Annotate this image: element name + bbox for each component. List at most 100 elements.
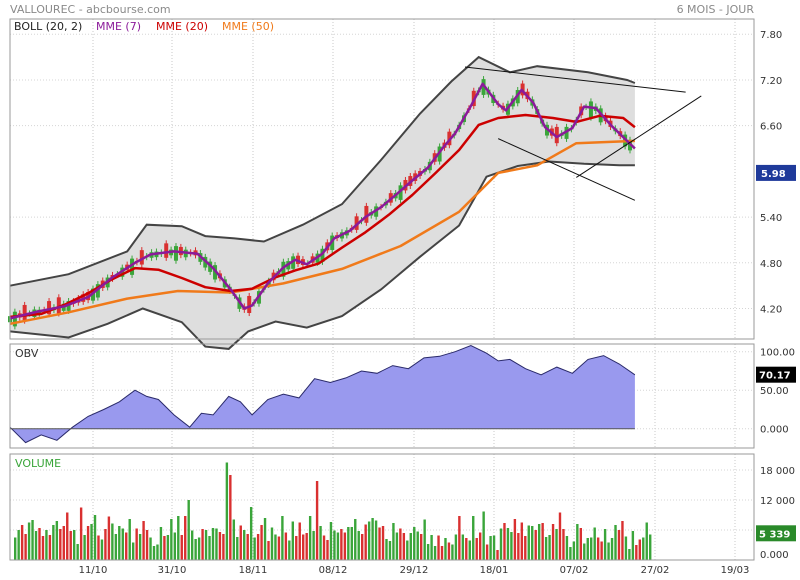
volume-bar: [583, 543, 586, 560]
obv-y-tick: 50.00: [760, 386, 789, 397]
volume-bar: [166, 535, 170, 560]
volume-bar: [72, 530, 76, 560]
volume-bar: [472, 516, 475, 560]
volume-bar: [302, 534, 305, 560]
volume-bar: [451, 544, 454, 560]
volume-bar: [305, 533, 308, 560]
volume-bar: [308, 516, 312, 560]
volume-bar: [211, 528, 215, 560]
volume-bar: [596, 537, 600, 560]
volume-bar: [159, 527, 163, 560]
volume-bar: [513, 519, 517, 560]
volume-bar: [45, 530, 48, 560]
volume-bar: [475, 538, 478, 560]
trendline: [497, 138, 636, 201]
volume-bar: [315, 481, 319, 560]
obv-area: [10, 345, 635, 443]
volume-bar: [413, 527, 416, 560]
volume-bar: [492, 535, 496, 560]
volume-bar: [635, 545, 638, 560]
candle-body: [164, 243, 169, 258]
volume-bar: [385, 539, 388, 560]
candle-body: [354, 216, 359, 230]
volume-bar: [406, 540, 409, 560]
volume-bar: [187, 500, 190, 560]
obv-y-tick: 0.000: [760, 425, 789, 436]
volume-bar: [610, 538, 614, 560]
volume-bar: [170, 519, 173, 560]
volume-bar: [374, 520, 378, 560]
candle-body: [291, 256, 296, 269]
volume-bar: [194, 539, 197, 560]
volume-bar: [617, 530, 621, 560]
volume-bar: [548, 535, 551, 560]
volume-bar: [614, 525, 617, 560]
price-y-tick: 7.80: [760, 30, 782, 41]
volume-bar: [541, 523, 544, 560]
volume-bar: [125, 532, 128, 560]
legend-item: BOLL (20, 2): [14, 20, 82, 33]
volume-bar: [371, 518, 374, 560]
volume-bar: [249, 507, 253, 560]
volume-bar: [517, 533, 520, 560]
volume-bar: [14, 537, 17, 560]
candle-body: [281, 261, 286, 277]
volume-bar: [232, 519, 236, 560]
volume-bar: [267, 541, 270, 560]
candle-body: [247, 295, 252, 313]
candle-body: [398, 185, 403, 200]
volume-bar: [621, 521, 624, 560]
volume-bar: [83, 535, 86, 560]
volume-bar: [631, 531, 635, 560]
volume-bar: [38, 528, 41, 560]
volume-bar: [350, 527, 353, 560]
volume-bar: [281, 516, 284, 560]
volume-bar: [135, 528, 138, 560]
volume-bar: [218, 532, 222, 560]
volume-bar: [607, 542, 610, 560]
volume-bar: [426, 544, 430, 560]
x-tick-label: 08/12: [319, 565, 348, 576]
volume-bar: [319, 526, 322, 560]
volume-bar: [52, 525, 55, 560]
obv-panel: OBV 100.00 50.00 0.000 70.17: [9, 343, 796, 449]
volume-bar: [499, 528, 503, 560]
volume-bar: [104, 529, 107, 560]
obv-last-badge: [756, 366, 796, 383]
x-tick-label: 19/03: [721, 565, 750, 576]
volume-bar: [409, 533, 412, 560]
x-tick-label: 18/01: [480, 565, 509, 576]
price-y-tick: 4.80: [760, 259, 782, 270]
volume-bar: [603, 529, 607, 560]
candle-body: [22, 304, 27, 321]
volume-bar: [531, 526, 534, 560]
volume-bar: [340, 529, 343, 560]
volume-bar: [31, 520, 34, 560]
volume-bar: [274, 534, 277, 560]
volume-bar: [284, 532, 288, 560]
legend-item: MME (50): [222, 20, 274, 33]
volume-bar: [239, 525, 242, 560]
volume-bar: [649, 534, 652, 560]
legend-item: MME (20): [156, 20, 208, 33]
volume-bar: [142, 521, 145, 560]
volume-bar: [128, 519, 131, 560]
volume-bar: [236, 537, 239, 560]
volume-bar: [347, 527, 350, 560]
volume-bar: [416, 531, 419, 560]
volume-bar: [184, 516, 187, 560]
volume-bar: [295, 536, 298, 560]
trendline: [576, 95, 702, 178]
volume-bar: [256, 534, 260, 560]
volume-bar: [423, 519, 426, 560]
price-y-tick: 4.20: [760, 305, 782, 316]
volume-bar: [489, 536, 492, 560]
volume-bar: [208, 536, 211, 560]
volume-bar: [496, 550, 499, 560]
volume-bar: [586, 538, 589, 560]
volume-title: VOLUME: [15, 457, 61, 470]
volume-bar: [121, 528, 124, 560]
volume-last-label: 5 339: [759, 529, 790, 540]
volume-bar: [444, 538, 447, 560]
